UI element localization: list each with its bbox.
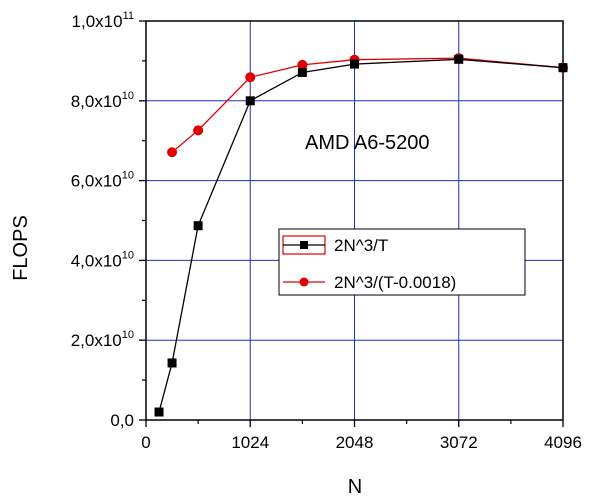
legend-marker-series-2: [299, 277, 309, 287]
legend-marker-series-1: [300, 241, 308, 249]
data-point: [154, 407, 164, 417]
legend-label-series-1: 2N^3/T: [334, 236, 388, 255]
x-tick-label: 0: [141, 433, 150, 452]
series-layer: [154, 53, 568, 417]
data-point: [193, 125, 204, 136]
data-point: [167, 358, 177, 368]
y-tick-label: 4,0x1010: [71, 249, 134, 270]
series-1: [154, 54, 568, 417]
axis-ticks: [139, 20, 564, 427]
data-point: [350, 59, 359, 69]
data-point: [245, 72, 256, 83]
y-tick-label: 8,0x1010: [71, 90, 134, 111]
y-tick-label: 6,0x1010: [71, 170, 134, 191]
y-tick-labels: 0,0 2,0x1010 4,0x1010 6,0x1010 8,0x1010 1,0x1…: [71, 10, 134, 430]
series-1-line: [158, 58, 564, 413]
y-axis-title: FLOPS: [10, 215, 32, 281]
y-tick-label: 1,0x1011: [72, 10, 134, 31]
x-tick-label: 4096: [544, 433, 582, 452]
grid-lines: [146, 21, 563, 420]
data-point: [167, 147, 178, 158]
chip-annotation: AMD A6-5200: [305, 132, 430, 154]
x-tick-labels: 0 1024 2048 3072 4096: [141, 433, 582, 452]
legend-box: [278, 228, 526, 296]
x-axis-title: N: [348, 476, 362, 498]
data-point: [193, 221, 203, 231]
y-tick-label: 0,0: [110, 411, 134, 430]
data-point: [454, 54, 464, 64]
x-tick-label: 1024: [231, 433, 269, 452]
data-point: [297, 59, 308, 70]
x-tick-label: 2048: [336, 433, 374, 452]
data-point: [297, 67, 307, 77]
legend: 2N^3/T 2N^3/(T-0.0018): [278, 228, 526, 296]
data-point: [558, 63, 568, 73]
y-tick-label: 2,0x1010: [71, 329, 134, 350]
data-point: [245, 96, 255, 106]
legend-label-series-2: 2N^3/(T-0.0018): [334, 273, 456, 292]
x-tick-label: 3072: [440, 433, 478, 452]
